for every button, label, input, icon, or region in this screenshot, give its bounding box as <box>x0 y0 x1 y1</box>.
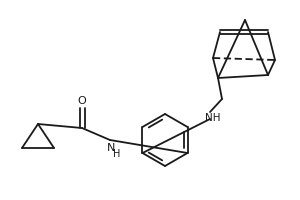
Text: O: O <box>78 96 86 106</box>
Text: H: H <box>113 149 121 159</box>
Text: N: N <box>107 143 115 153</box>
Text: NH: NH <box>205 113 221 123</box>
